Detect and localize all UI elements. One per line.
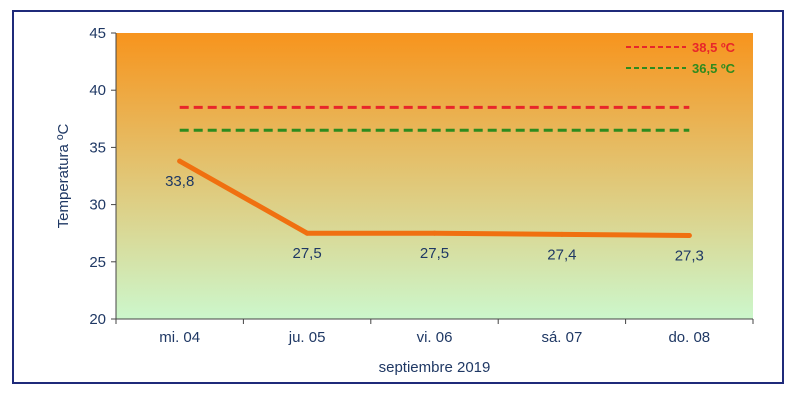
y-tick-label: 45	[89, 25, 106, 42]
x-axis-ticks: mi. 04 ju. 05 vi. 06 sá. 07 do. 08	[115, 319, 754, 346]
data-label: 33,8	[165, 173, 194, 190]
y-tick-label: 20	[89, 311, 106, 328]
y-axis-ticks: 20 25 30 35 40 45	[89, 25, 116, 328]
data-point	[304, 230, 310, 236]
y-tick-label: 30	[89, 197, 106, 214]
x-tick-label: sá. 07	[541, 329, 582, 346]
legend-label: 38,5 ºC	[692, 40, 736, 55]
reference-lines	[179, 105, 690, 132]
y-tick-label: 35	[89, 139, 106, 156]
plot-area	[116, 33, 753, 319]
x-tick-label: vi. 06	[417, 329, 453, 346]
data-label: 27,3	[675, 247, 704, 264]
x-tick-label: mi. 04	[159, 329, 200, 346]
x-axis-title: septiembre 2019	[379, 359, 491, 376]
series	[177, 158, 692, 238]
data-label: 27,5	[292, 245, 321, 262]
data-point	[177, 158, 183, 164]
y-axis-title: Temperatura ºC	[55, 123, 72, 228]
data-point	[686, 232, 692, 238]
data-point	[432, 230, 437, 236]
data-label: 27,5	[420, 245, 449, 262]
legend-label: 36,5 ºC	[692, 61, 736, 76]
data-labels: 33,8 27,5 27,5 27,4 27,3	[165, 173, 704, 264]
x-tick-label: do. 08	[668, 329, 710, 346]
axes	[115, 33, 753, 320]
legend: 38,5 ºC 36,5 ºC	[626, 40, 736, 76]
y-tick-label: 25	[89, 254, 106, 271]
y-tick-label: 40	[89, 82, 106, 99]
x-tick-label: ju. 05	[288, 329, 326, 346]
data-label: 27,4	[547, 246, 576, 263]
data-point	[559, 231, 565, 237]
